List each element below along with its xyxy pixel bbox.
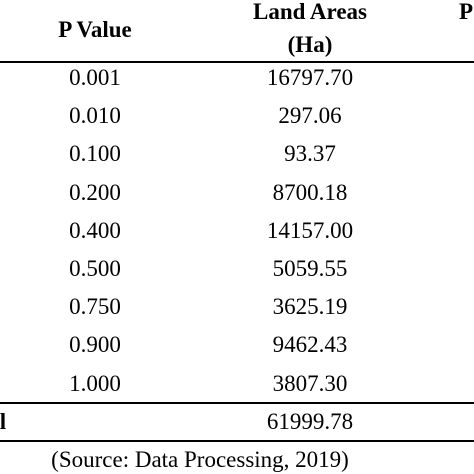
- header-p-value: P Value: [58, 17, 132, 42]
- header-land-areas: Land Areas: [253, 0, 367, 24]
- p-value-cell: 0.900: [69, 332, 121, 358]
- header-cut-column: P: [458, 0, 474, 24]
- p-value-cell: 0.001: [69, 65, 121, 90]
- land-area-cell: 93.37: [284, 141, 336, 167]
- land-area-cell: 9462.43: [272, 332, 348, 358]
- land-area-cell: 14157.00: [266, 217, 354, 243]
- bottom-rule: [0, 440, 474, 442]
- p-value-cell: 0.400: [69, 217, 121, 243]
- land-area-cell: 5059.55: [272, 256, 348, 281]
- land-area-cell: 3625.19: [272, 294, 348, 320]
- header-land-areas-unit: (Ha): [287, 32, 333, 57]
- total-label: l: [0, 409, 7, 434]
- land-area-cell: 297.06: [278, 103, 342, 129]
- land-area-cell: 8700.18: [272, 179, 348, 205]
- p-value-cell: 0.750: [69, 294, 121, 320]
- header-rule: [0, 61, 474, 63]
- p-value-cell: 0.500: [69, 256, 121, 281]
- p-value-cell: 0.100: [69, 141, 121, 167]
- total-value: 61999.78: [266, 409, 354, 434]
- p-value-cell: 0.200: [69, 179, 121, 205]
- land-area-cell: 16797.70: [266, 65, 354, 90]
- land-area-cell: 3807.30: [272, 370, 348, 396]
- total-rule: [0, 402, 474, 404]
- p-value-cell: 0.010: [69, 103, 121, 129]
- source-note: (Source: Data Processing, 2019): [51, 447, 349, 472]
- p-value-cell: 1.000: [69, 370, 121, 396]
